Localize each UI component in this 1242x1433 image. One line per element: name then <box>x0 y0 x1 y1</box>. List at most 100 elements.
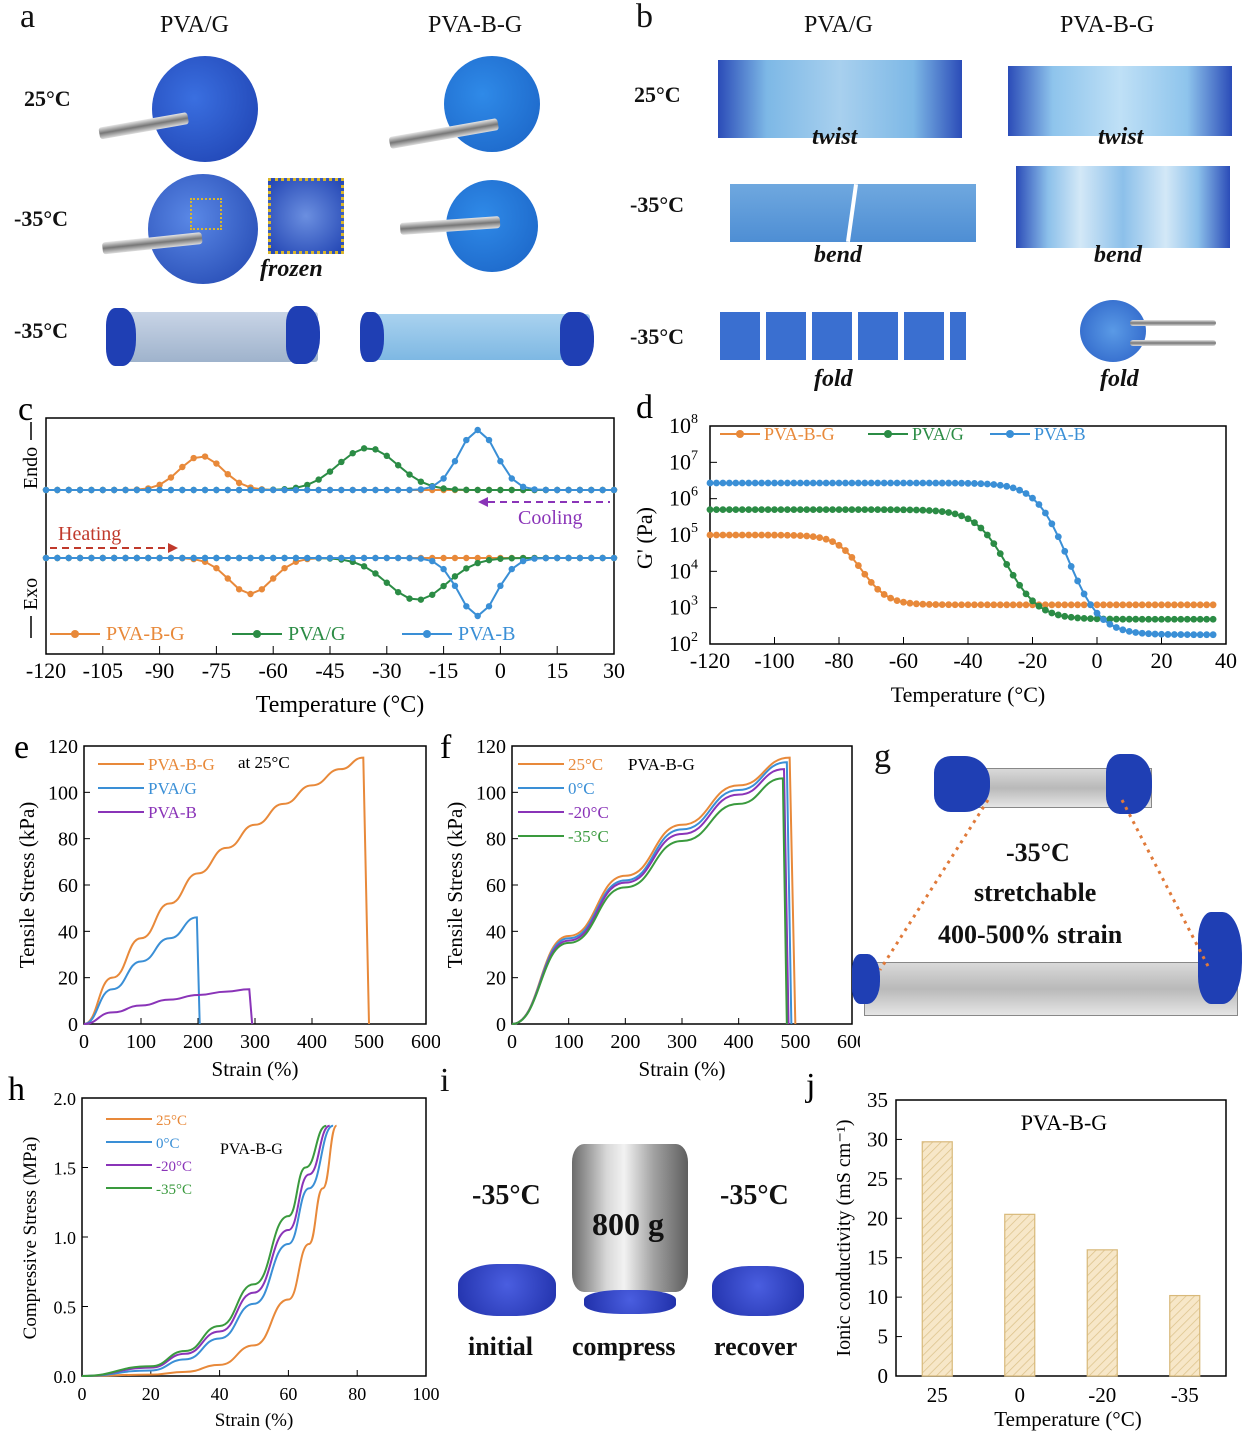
dsc-data-point <box>463 486 470 494</box>
modulus-data-point <box>874 506 882 514</box>
x-axis-label: Strain (%) <box>215 1410 294 1431</box>
legend-marker <box>736 430 744 438</box>
x-tick-label: 60 <box>279 1384 297 1404</box>
y-tick-label: 100 <box>48 782 78 804</box>
x-tick-label: 0 <box>495 658 506 683</box>
chart-title: PVA-B-G <box>1021 1110 1108 1135</box>
dsc-data-point <box>360 445 368 452</box>
x-tick-label: 0 <box>1092 648 1103 673</box>
dsc-data-point <box>156 481 163 489</box>
pvag-fold-fragments-photo <box>720 312 966 360</box>
dsc-data-point <box>406 486 413 494</box>
modulus-data-point <box>1035 602 1043 610</box>
tweezer-photo <box>1130 320 1216 326</box>
dsc-data-point <box>270 575 277 582</box>
dsc-data-point <box>304 481 311 489</box>
dsc-data-point <box>440 475 447 482</box>
modulus-data-point <box>932 507 940 515</box>
modulus-data-point <box>842 479 849 487</box>
dsc-data-point <box>133 554 141 562</box>
dsc-data-point <box>451 486 459 493</box>
y-tick-label: 103 <box>669 594 698 620</box>
bend-caption-1: bend <box>814 242 862 268</box>
modulus-data-point <box>1100 601 1107 609</box>
series-group <box>83 756 370 1025</box>
tweezer-photo <box>1130 340 1216 346</box>
modulus-series-line <box>710 534 1214 606</box>
dsc-data-point <box>54 554 61 562</box>
modulus-data-point <box>913 600 920 608</box>
modulus-data-point <box>1183 615 1191 623</box>
dsc-data-point <box>213 486 220 494</box>
bend-caption-2: bend <box>1094 242 1142 268</box>
modulus-data-point <box>1171 615 1178 623</box>
pvabg-disk-25c-photo <box>444 56 540 152</box>
dsc-data-point <box>497 582 504 590</box>
dsc-data-point <box>235 554 243 562</box>
x-tick-label: -35 <box>1171 1383 1199 1407</box>
dsc-data-point <box>383 554 390 562</box>
modulus-data-point <box>1048 520 1056 528</box>
modulus-data-point <box>835 479 843 487</box>
modulus-data-point <box>919 506 927 514</box>
modulus-data-point <box>777 531 785 539</box>
y-tick-label: 30 <box>867 1127 888 1151</box>
y-axis-label: Ionic conductivity (mS cm⁻¹) <box>833 1119 855 1356</box>
glove-right-photo <box>286 306 320 364</box>
panel-e-label: e <box>14 729 29 766</box>
dsc-data-point <box>508 475 515 482</box>
y-tick-exponent: 3 <box>691 594 698 609</box>
modulus-data-point <box>764 479 772 487</box>
modulus-data-point <box>796 506 804 514</box>
modulus-data-point <box>1164 631 1172 638</box>
modulus-data-point <box>951 510 959 518</box>
modulus-data-point <box>816 534 824 542</box>
modulus-data-point <box>1042 509 1049 517</box>
stress-strain-curve <box>511 768 790 1025</box>
dsc-data-point <box>156 486 163 494</box>
modulus-data-point <box>887 594 894 602</box>
modulus-data-point <box>1177 631 1185 638</box>
modulus-data-point <box>713 479 720 487</box>
x-tick-label: 200 <box>183 1031 213 1053</box>
modulus-data-point <box>764 506 772 514</box>
modulus-data-point <box>887 506 894 514</box>
modulus-data-point <box>990 540 998 547</box>
modulus-data-point <box>880 506 888 514</box>
frozen-caption: frozen <box>260 256 323 282</box>
modulus-data-point <box>996 550 1004 558</box>
modulus-data-point <box>1125 615 1133 623</box>
modulus-data-point <box>867 578 875 586</box>
dsc-data-point <box>463 554 470 562</box>
modulus-data-point <box>829 506 836 514</box>
panel-a-col2-heading: PVA-B-G <box>428 12 523 38</box>
chart-note: PVA-B-G <box>628 755 695 774</box>
modulus-data-point <box>900 506 907 514</box>
dsc-data-point <box>610 486 618 494</box>
modulus-data-point <box>1171 601 1178 609</box>
modulus-data-point <box>1196 615 1204 623</box>
dsc-data-point <box>610 554 618 562</box>
y-tick-label: 106 <box>669 485 698 511</box>
dsc-data-point <box>145 554 152 562</box>
frozen-zoom-inset-photo <box>268 178 344 254</box>
dsc-data-point <box>42 554 50 562</box>
modulus-data-point <box>1067 613 1075 621</box>
dsc-data-point <box>304 554 311 562</box>
modulus-data-point <box>1100 616 1107 623</box>
modulus-data-point <box>1203 615 1211 623</box>
modulus-data-point <box>964 601 972 609</box>
modulus-data-point <box>1029 494 1036 502</box>
zoom-source-box <box>190 198 222 230</box>
stress-strain-curve <box>511 761 793 1025</box>
modulus-data-point <box>816 506 824 514</box>
dsc-data-point <box>76 486 84 494</box>
modulus-data-point <box>1048 609 1056 617</box>
modulus-data-point <box>1190 631 1198 639</box>
dsc-data-point <box>599 486 606 494</box>
x-tick-label: -40 <box>953 648 982 673</box>
dsc-data-point <box>224 575 231 582</box>
glove-right-photo <box>1106 754 1152 814</box>
dsc-series-line <box>46 428 614 491</box>
dsc-data-point <box>315 486 322 494</box>
